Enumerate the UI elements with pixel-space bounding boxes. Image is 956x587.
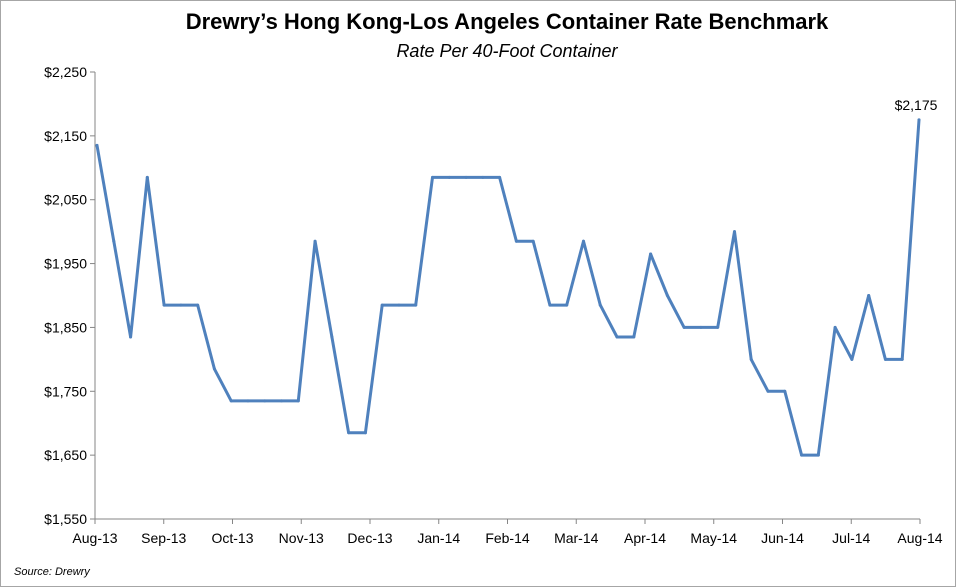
data-label-last: $2,175 — [895, 97, 938, 113]
data-point — [447, 175, 451, 179]
y-axis: $1,550 $1,650 $1,750 $1,850 $1,950 $2,050 $2,1… — [44, 64, 96, 527]
data-point — [112, 239, 116, 243]
data-point — [632, 335, 636, 339]
x-tick-label: Sep-13 — [141, 530, 186, 546]
data-point — [615, 335, 619, 339]
data-point — [212, 367, 216, 371]
chart-source: Source: Drewry — [14, 566, 90, 578]
data-point — [883, 357, 887, 361]
data-point — [347, 431, 351, 435]
x-tick-label: Dec-13 — [347, 530, 392, 546]
y-tick-label: $1,650 — [44, 447, 87, 463]
data-point — [95, 143, 99, 147]
x-tick-label: Jul-14 — [832, 530, 870, 546]
y-tick-label: $2,050 — [44, 192, 87, 208]
data-point — [145, 175, 149, 179]
data-point — [665, 294, 669, 297]
x-tick-label: Oct-13 — [211, 530, 253, 546]
data-point — [800, 453, 804, 457]
data-point — [766, 389, 770, 393]
data-point — [833, 325, 837, 329]
x-tick-label: Mar-14 — [554, 530, 599, 546]
data-point — [229, 399, 233, 403]
x-axis: Aug-13 Sep-13 Oct-13 Nov-13 Dec-13 Jan-14 Feb-… — [72, 518, 943, 546]
data-point — [783, 389, 787, 393]
data-point — [598, 303, 602, 307]
x-tick-label: Nov-13 — [279, 530, 324, 546]
data-point — [431, 175, 435, 179]
data-point — [867, 294, 871, 297]
data-point — [363, 431, 367, 435]
y-tick-label: $1,550 — [44, 511, 87, 527]
data-point — [414, 303, 418, 307]
data-point — [682, 325, 686, 329]
data-point — [464, 175, 468, 179]
data-point — [380, 303, 384, 307]
data-point — [531, 239, 535, 243]
data-point — [313, 239, 317, 243]
data-point — [196, 303, 200, 307]
data-point — [481, 175, 485, 179]
data-point — [548, 303, 552, 307]
x-tick-label: Jun-14 — [761, 530, 804, 546]
data-point — [917, 118, 921, 122]
data-point — [816, 453, 820, 457]
data-point — [900, 357, 904, 361]
data-point — [850, 357, 854, 361]
x-tick-label: Aug-13 — [72, 530, 117, 546]
y-tick-label: $2,150 — [44, 128, 87, 144]
data-point — [514, 239, 518, 243]
y-tick-label: $1,750 — [44, 383, 87, 399]
data-point — [280, 399, 284, 403]
y-tick-label: $1,850 — [44, 319, 87, 335]
y-tick-label: $2,250 — [44, 64, 87, 80]
data-point — [296, 399, 300, 403]
y-tick-label: $1,950 — [44, 256, 87, 272]
data-point — [732, 230, 736, 234]
data-point — [246, 399, 250, 403]
data-point — [498, 175, 502, 179]
data-point — [581, 239, 585, 243]
data-point — [749, 357, 753, 361]
data-point — [263, 399, 267, 403]
data-point — [649, 252, 653, 256]
series-line — [95, 118, 921, 457]
data-point — [162, 303, 166, 307]
data-point — [397, 303, 401, 307]
chart-subtitle: Rate Per 40-Foot Container — [396, 41, 618, 61]
plot-area: $2,175 — [95, 97, 938, 457]
data-point — [330, 335, 334, 339]
chart-title: Drewry’s Hong Kong-Los Angeles Container… — [185, 9, 829, 34]
x-tick-label: May-14 — [690, 530, 737, 546]
x-tick-label: Apr-14 — [624, 530, 666, 546]
x-tick-label: Aug-14 — [897, 530, 942, 546]
data-point — [716, 325, 720, 329]
data-point — [565, 303, 569, 307]
data-point — [129, 335, 133, 339]
data-point — [179, 303, 183, 307]
x-tick-label: Feb-14 — [485, 530, 530, 546]
data-point — [699, 325, 703, 329]
x-tick-label: Jan-14 — [417, 530, 460, 546]
